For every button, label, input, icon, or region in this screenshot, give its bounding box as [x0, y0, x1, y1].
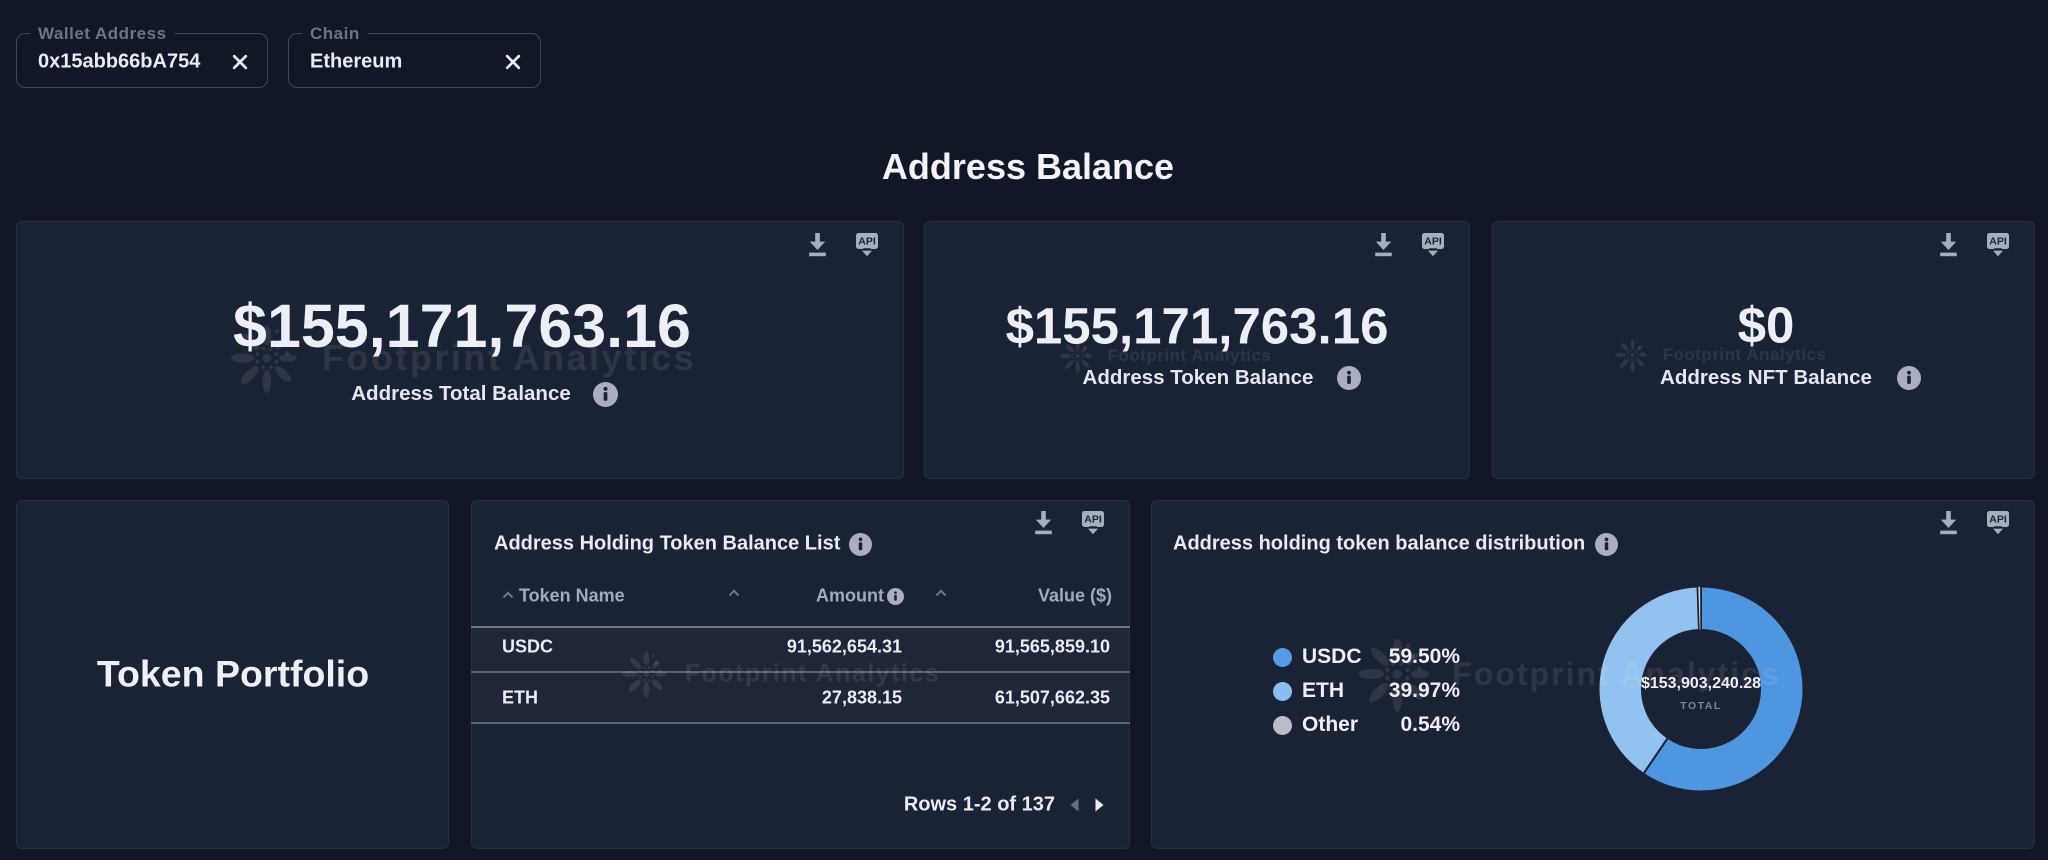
svg-text:API: API: [1989, 514, 2007, 526]
svg-text:API: API: [1084, 514, 1102, 526]
svg-text:API: API: [858, 236, 876, 248]
svg-text:API: API: [1989, 236, 2007, 248]
svg-text:API: API: [1424, 236, 1442, 248]
